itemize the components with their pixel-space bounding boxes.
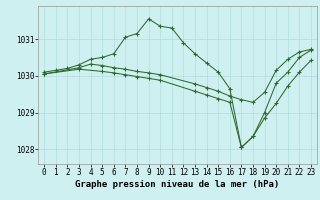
X-axis label: Graphe pression niveau de la mer (hPa): Graphe pression niveau de la mer (hPa) (76, 180, 280, 189)
